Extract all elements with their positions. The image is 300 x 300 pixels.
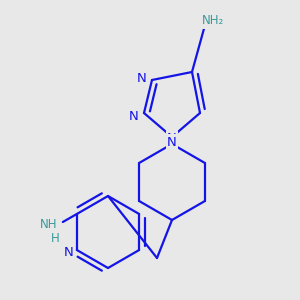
Text: N: N [167, 136, 177, 148]
Text: NH: NH [40, 218, 58, 230]
Text: N: N [167, 131, 177, 145]
Text: N: N [137, 71, 147, 85]
Text: N: N [64, 245, 74, 259]
Text: N: N [129, 110, 139, 124]
Text: H: H [50, 232, 59, 244]
Text: NH₂: NH₂ [202, 14, 224, 28]
